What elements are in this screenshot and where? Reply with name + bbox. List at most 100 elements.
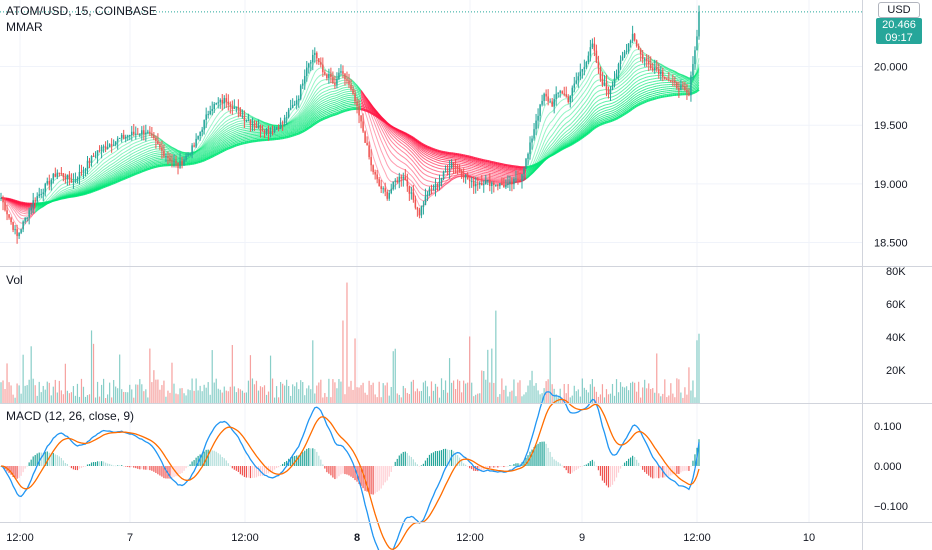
ma-segment [127,174,130,176]
ma-segment [197,157,201,160]
ma-segment [338,97,342,100]
ma-segment [471,172,474,174]
ma-segment [416,158,420,162]
ma-segment [414,190,418,195]
ma-segment [14,206,18,210]
ma-segment [232,133,235,136]
ma-segment [89,182,92,185]
ma-segment [103,174,106,177]
ma-segment [404,163,408,167]
ma-segment [338,88,342,91]
ma-segment [390,160,394,164]
ma-segment [101,176,104,179]
ma-segment [211,135,215,139]
ma-segment [410,175,414,179]
ma-segment [113,168,116,171]
ma-segment [384,125,388,129]
ma-segment [229,146,233,149]
ma-segment [332,110,336,113]
ma-segment [205,142,209,146]
ma-segment [336,102,340,104]
ma-segment [238,142,241,144]
ma-segment [423,149,426,152]
ma-segment [421,145,424,148]
ma-segment [193,153,197,156]
ma-segment [286,135,289,137]
ma-segment [429,167,432,170]
ma-segment [318,98,322,102]
ma-segment [262,122,265,124]
ma-segment [380,118,384,122]
ma-segment [215,142,219,145]
ma-segment [129,140,133,143]
ma-segment [99,184,102,187]
ma-segment [364,105,368,108]
ma-segment [320,108,324,111]
ma-segment [195,150,199,153]
ma-segment [203,155,207,158]
ma-segment [252,116,255,119]
ma-segment [153,165,157,167]
ma-segment [123,175,126,178]
ma-segment [403,135,406,138]
ma-segment [107,154,110,158]
ma-segment [109,177,112,180]
ma-segment [304,123,308,126]
ma-segment [34,209,38,211]
ma-segment [111,170,114,173]
ma-segment [127,154,130,157]
ma-segment [14,203,18,207]
ma-segment [234,112,237,115]
ma-segment [372,127,376,134]
ma-segment [161,139,165,143]
ma-segment [475,161,478,164]
ma-segment [312,115,316,119]
ma-segment [203,152,207,155]
ma-segment [431,194,434,197]
ma-segment [356,85,360,89]
ma-segment [406,147,410,151]
ma-segment [300,113,304,116]
ma-segment [362,97,366,101]
ma-segment [87,178,90,181]
ma-segment [113,158,116,161]
ma-segment [93,187,96,190]
ma-segment [135,163,138,166]
ma-segment [384,149,388,155]
ma-segment [224,143,227,146]
ma-segment [366,103,370,106]
ma-segment [14,211,18,215]
ma-segment [95,181,98,184]
ma-segment [433,152,436,155]
ma-segment [127,167,130,170]
ma-segment [135,153,139,155]
ma-segment [123,168,126,171]
ma-segment [425,156,428,159]
ma-segment [209,123,213,128]
ma-segment [149,151,153,154]
ma-segment [328,100,332,103]
ma-segment [103,179,106,182]
ma-segment [54,188,58,192]
ma-segment [46,193,50,196]
ma-segment [292,123,295,125]
ma-segment [403,151,406,155]
ma-segment [479,158,483,161]
ma-segment [16,200,20,203]
ma-segment [133,145,136,148]
ma-segment [203,147,207,151]
ma-segment [8,210,12,215]
ma-segment [238,131,241,133]
ma-segment [149,167,153,170]
ma-segment [396,158,400,161]
ma-segment [346,107,350,110]
ma-segment [179,151,183,154]
ma-segment [409,178,412,182]
ma-segment [224,147,227,150]
ma-segment [125,172,128,175]
ma-segment [143,169,147,172]
ma-segment [431,157,434,160]
ma-segment [105,184,108,186]
ma-segment [403,134,406,137]
